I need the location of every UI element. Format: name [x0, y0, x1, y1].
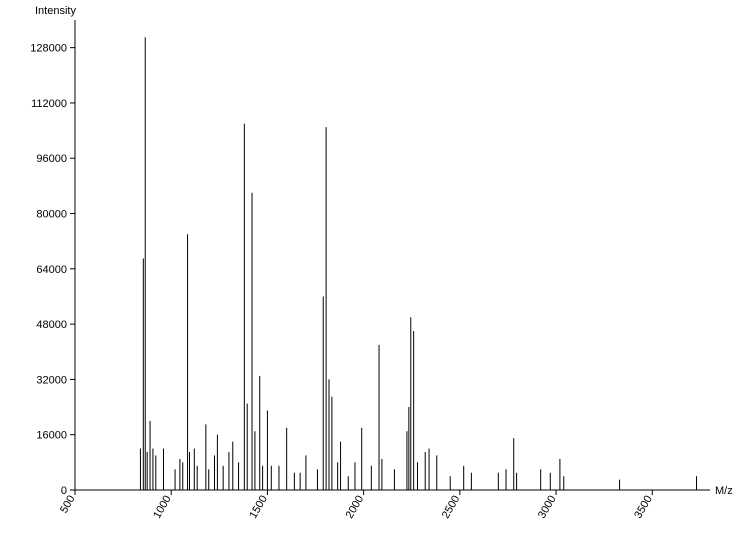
x-tick-label: 2000	[344, 494, 367, 521]
x-tick-label: 2500	[440, 494, 463, 521]
chart-svg: 0160003200048000640008000096000112000128…	[0, 0, 750, 540]
x-tick-label: 3000	[536, 494, 559, 521]
y-tick-label: 32000	[36, 374, 67, 386]
y-axis-label: Intensity	[35, 5, 76, 17]
x-axis-label: M/z	[715, 485, 733, 497]
y-tick-label: 64000	[36, 264, 67, 276]
mass-spectrum-chart: 0160003200048000640008000096000112000128…	[0, 0, 750, 540]
x-tick-label: 1500	[247, 494, 270, 521]
y-tick-label: 112000	[31, 98, 67, 110]
y-tick-label: 48000	[36, 319, 67, 331]
y-tick-label: 80000	[36, 209, 67, 221]
y-tick-label: 16000	[36, 430, 67, 442]
y-tick-label: 128000	[30, 43, 67, 55]
x-tick-label: 3500	[632, 494, 655, 521]
y-tick-label: 96000	[36, 153, 67, 165]
x-tick-label: 1000	[151, 494, 174, 521]
